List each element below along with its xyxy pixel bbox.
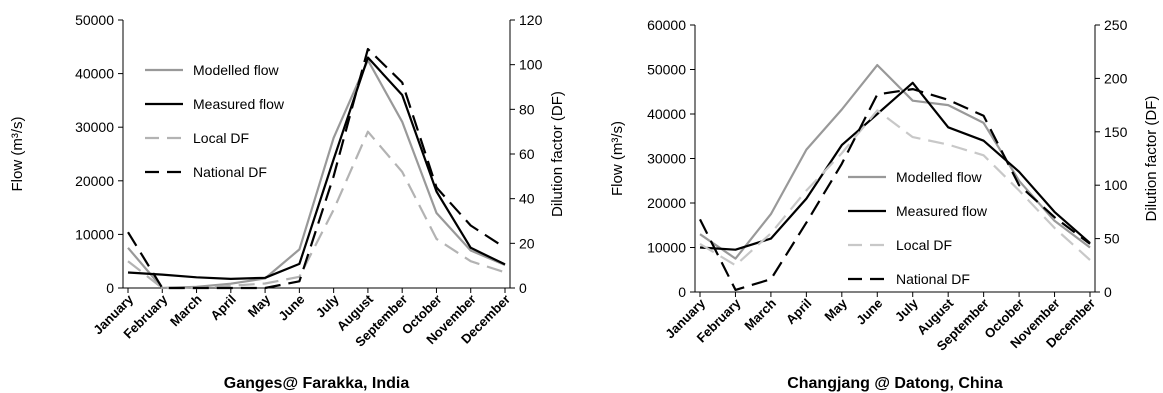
right-tick-label: 150: [1104, 124, 1128, 140]
series-line-modelled-flow: [699, 63, 1091, 260]
x-tick-label: April: [207, 292, 239, 324]
left-tick-label: 30000: [647, 151, 686, 167]
right-tick-label: 20: [519, 235, 535, 251]
left-tick-label: 40000: [647, 106, 686, 122]
x-tick-label: May: [245, 291, 274, 320]
series-line-national-df: [127, 47, 506, 290]
left-tick-label: 20000: [647, 195, 686, 211]
chart-title: Changjang @ Datong, China: [787, 375, 1003, 392]
left-tick-label: 50000: [647, 62, 686, 78]
left-tick-label: 60000: [647, 17, 686, 33]
x-tick-label: March: [741, 295, 779, 333]
left-tick-label: 40000: [75, 66, 114, 82]
left-tick-label: 30000: [75, 119, 114, 135]
left-tick-label: 20000: [75, 173, 114, 189]
legend: Modelled flow Measured flow Local DF Nation…: [145, 62, 285, 180]
right-tick-label: 100: [1104, 177, 1128, 193]
legend-label: Local DF: [193, 130, 249, 146]
right-tick-label: 120: [519, 12, 543, 28]
x-tick-label: June: [853, 296, 885, 328]
left-tick-label: 10000: [647, 240, 686, 256]
legend-label: Local DF: [896, 237, 952, 253]
right-tick-label: 50: [1104, 231, 1120, 247]
left-tick-label: 10000: [75, 226, 114, 242]
legend-label: Modelled flow: [896, 169, 982, 185]
legend-label: National DF: [193, 164, 267, 180]
legend: Modelled flow Measured flow Local DF Nation…: [848, 169, 988, 287]
series-line-local-df: [699, 109, 1091, 267]
right-tick-label: 0: [519, 280, 527, 296]
legend-label: National DF: [896, 271, 970, 287]
x-tick-label: April: [783, 296, 815, 328]
x-tick-label: July: [313, 291, 343, 321]
series-line-measured-flow: [127, 56, 506, 280]
chart-1: 0 10000 20000 30000 40000 50000 0 20 40 60 80 100 12…: [9, 12, 566, 392]
left-tick-label: 0: [678, 284, 686, 300]
left-tick-label: 50000: [75, 12, 114, 28]
legend-label: Modelled flow: [193, 62, 279, 78]
right-tick-label: 40: [519, 191, 535, 207]
x-tick-label: March: [167, 291, 205, 329]
series-line-measured-flow: [699, 81, 1091, 251]
left-tick-label: 0: [106, 280, 114, 296]
right-tick-label: 80: [519, 101, 535, 117]
right-tick-label: 0: [1104, 284, 1112, 300]
chart-title: Ganges@ Farakka, India: [224, 375, 410, 392]
series-line-national-df: [699, 87, 1091, 291]
chart-2: 0 10000 20000 30000 40000 50000 60000 0 50 100 150…: [609, 17, 1160, 392]
x-tick-label: June: [275, 292, 307, 324]
series-line-local-df: [127, 130, 506, 290]
right-tick-label: 100: [519, 57, 543, 73]
legend-label: Measured flow: [193, 96, 285, 112]
x-tick-label: May: [821, 295, 850, 324]
right-tick-label: 250: [1104, 17, 1128, 33]
legend-label: Measured flow: [896, 203, 988, 219]
series-line-modelled-flow: [127, 59, 506, 290]
right-tick-label: 200: [1104, 70, 1128, 86]
y-axis-label-left: Flow (m³/s): [609, 121, 626, 196]
x-tick-label: July: [892, 295, 922, 325]
y-axis-label-left: Flow (m³/s): [9, 117, 26, 192]
y-axis-label-right: Dilution factor (DF): [549, 91, 566, 217]
right-tick-label: 60: [519, 146, 535, 162]
y-axis-label-right: Dilution factor (DF): [1143, 96, 1160, 222]
